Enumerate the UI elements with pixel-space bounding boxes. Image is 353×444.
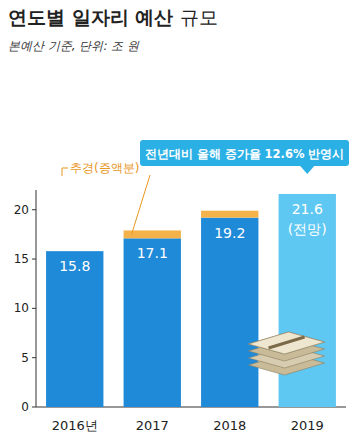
y-tick-label: 10 (14, 301, 29, 315)
callout-pointer (300, 166, 314, 174)
data-label: 21.6 (전망) (288, 201, 327, 237)
y-tick-label: 15 (14, 252, 29, 266)
data-label-line: 17.1 (137, 245, 168, 261)
y-tick-label: 0 (21, 400, 29, 414)
bar (46, 251, 103, 407)
money-layer (249, 332, 325, 354)
legend-bracket (62, 168, 68, 176)
money-icon (249, 332, 325, 375)
legend-pointer (132, 175, 150, 234)
x-tick-label: 2016년 (52, 418, 98, 433)
data-label: 17.1 (137, 245, 168, 261)
y-tick (32, 209, 36, 210)
y-tick-label: 20 (14, 203, 29, 217)
data-label: 15.8 (59, 258, 90, 274)
bar (279, 194, 336, 407)
y-tick (32, 259, 36, 260)
data-label-line: 19.2 (214, 225, 245, 241)
data-label-line: 21.6 (292, 201, 323, 217)
money-top (249, 332, 325, 354)
annotation: 전년대비 올해 증가율 12.6% 반영시 (145, 147, 345, 161)
bar-supplement (201, 211, 258, 218)
y-tick (32, 357, 36, 358)
title: 연도별 일자리 예산 규모 (8, 6, 218, 28)
y-tick-label: 5 (21, 351, 29, 365)
x-tick-label: 2018 (213, 418, 246, 433)
data-label-line: 15.8 (59, 258, 90, 274)
subtitle: 본예산 기준, 단위: 조 원 (8, 39, 140, 53)
legend-label: 추경(증액분) (70, 161, 139, 175)
data-label-line: (전망) (288, 221, 327, 237)
y-tick (32, 407, 36, 408)
bar (201, 218, 258, 407)
bar (124, 238, 181, 407)
money-band (269, 337, 305, 348)
callout-box (140, 140, 349, 166)
x-tick-label: 2017 (136, 418, 169, 433)
bars (46, 194, 336, 407)
title-main: 연도별 일자리 예산 (8, 6, 180, 28)
y-tick (32, 308, 36, 309)
y-axis (36, 190, 37, 407)
x-tick-label: 2019 (291, 418, 324, 433)
data-label: 19.2 (214, 225, 245, 241)
title-tail: 규모 (180, 6, 218, 28)
